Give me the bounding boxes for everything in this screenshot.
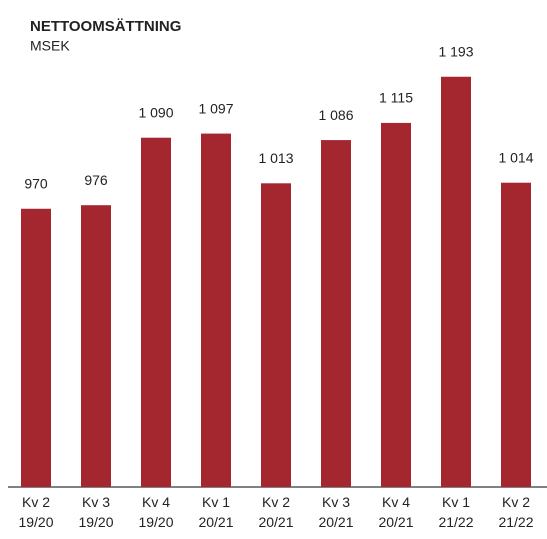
bar xyxy=(21,208,51,487)
x-tick-label: Kv 1 20/21 xyxy=(198,494,234,530)
chart-title: NETTOOMSÄTTNING xyxy=(30,18,181,35)
data-label: 1 086 xyxy=(318,107,353,123)
data-label: 970 xyxy=(24,175,48,191)
data-label: 1 013 xyxy=(258,150,293,166)
bar xyxy=(201,133,231,488)
chart-subtitle: MSEK xyxy=(30,38,70,54)
x-tick-label: Kv 4 19/20 xyxy=(138,494,174,530)
x-tick-label: Kv 2 20/21 xyxy=(258,494,294,530)
data-label: 1 090 xyxy=(138,104,173,120)
bar xyxy=(81,205,111,487)
x-tick-label: Kv 3 20/21 xyxy=(318,494,354,530)
data-label: 1 097 xyxy=(198,100,233,116)
bar xyxy=(141,137,171,487)
x-tick-label: Kv 1 21/22 xyxy=(438,494,474,530)
x-tick-label: Kv 3 19/20 xyxy=(78,494,114,530)
bar xyxy=(261,183,291,487)
data-label: 1 014 xyxy=(498,149,533,165)
x-tick-label: Kv 2 21/22 xyxy=(498,494,534,530)
bar xyxy=(381,122,411,488)
data-label: 1 193 xyxy=(438,43,473,59)
bar xyxy=(441,76,471,487)
x-tick-label: Kv 4 20/21 xyxy=(378,494,414,530)
x-tick-label: Kv 2 19/20 xyxy=(18,494,54,530)
data-label: 976 xyxy=(84,172,108,188)
bar xyxy=(321,140,351,487)
data-label: 1 115 xyxy=(379,90,413,106)
bar xyxy=(501,182,531,487)
